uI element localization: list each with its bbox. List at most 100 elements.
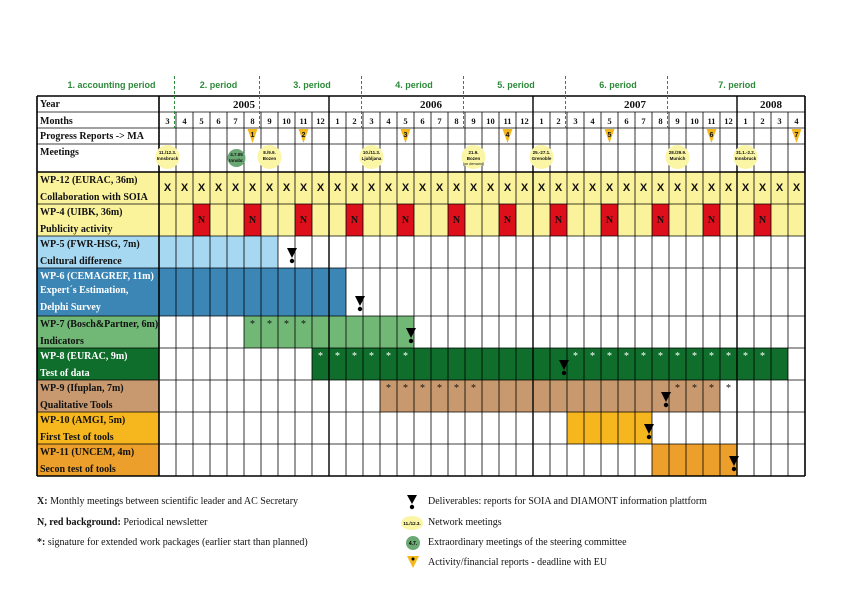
extended-star: * bbox=[726, 383, 731, 394]
month-cell: 2 bbox=[556, 116, 560, 126]
wp-id: WP-4 (UIBK, 36m) bbox=[40, 207, 123, 218]
svg-text:Bozen: Bozen bbox=[467, 156, 481, 161]
extended-star: * bbox=[301, 319, 306, 330]
wp-id: WP-9 (Ifuplan, 7m) bbox=[40, 383, 124, 394]
extended-star: * bbox=[369, 351, 374, 362]
legend-deliverables: Deliverables: reports for SOIA and DIAMO… bbox=[428, 496, 707, 507]
extended-star: * bbox=[335, 351, 340, 362]
newsletter-n: N bbox=[300, 215, 308, 226]
deliverable-marker bbox=[287, 248, 297, 264]
wp11-label-bg bbox=[37, 444, 159, 476]
monthly-x: X bbox=[436, 182, 444, 194]
wp-title: Publicity activity bbox=[40, 224, 113, 235]
monthly-x: X bbox=[606, 182, 614, 194]
monthly-x: X bbox=[351, 182, 359, 194]
wp-title: Qualitative Tools bbox=[40, 400, 113, 411]
extended-star: * bbox=[692, 351, 697, 362]
row-fills bbox=[37, 172, 805, 476]
wp8-label-bg bbox=[37, 348, 159, 380]
extended-star: * bbox=[607, 351, 612, 362]
newsletter-n: N bbox=[249, 215, 257, 226]
monthly-x: X bbox=[572, 182, 580, 194]
month-cell: 9 bbox=[267, 116, 271, 126]
month-cell: 11 bbox=[707, 116, 715, 126]
svg-text:Munich: Munich bbox=[670, 156, 686, 161]
extended-star: * bbox=[573, 351, 578, 362]
svg-text:25.-27.1.: 25.-27.1. bbox=[533, 150, 551, 155]
monthly-x: X bbox=[521, 182, 529, 194]
newsletter-cell bbox=[550, 204, 567, 236]
newsletter-n: N bbox=[351, 215, 359, 226]
month-cell: 2 bbox=[760, 116, 764, 126]
svg-text:7: 7 bbox=[795, 132, 799, 139]
network-meeting: 10./11.3.Ljubljana bbox=[359, 145, 384, 169]
month-cell: 4 bbox=[590, 116, 595, 126]
extended-star: * bbox=[284, 319, 289, 330]
svg-text:Innsbruck: Innsbruck bbox=[157, 156, 179, 161]
month-cell: 1 bbox=[335, 116, 339, 126]
monthly-x: X bbox=[759, 182, 767, 194]
extended-star: * bbox=[743, 351, 748, 362]
meetings-label: Meetings bbox=[40, 147, 79, 158]
month-cell: 4 bbox=[182, 116, 187, 126]
month-cell: 6 bbox=[216, 116, 220, 126]
monthly-x: X bbox=[215, 182, 223, 194]
extended-star: * bbox=[267, 319, 272, 330]
period-label: 3. period bbox=[293, 80, 331, 90]
wp-title: Collaboration with SOIA bbox=[40, 192, 149, 203]
svg-text:4.7.05: 4.7.05 bbox=[230, 152, 243, 157]
legend-n: N, red background: Periodical newsletter bbox=[37, 517, 208, 528]
wp9-label-bg bbox=[37, 380, 159, 412]
svg-text:4.7.: 4.7. bbox=[409, 541, 418, 547]
monthly-x: X bbox=[725, 182, 733, 194]
newsletter-n: N bbox=[657, 215, 665, 226]
newsletter-n: N bbox=[198, 215, 206, 226]
newsletter-n: N bbox=[606, 215, 614, 226]
wp-title: Cultural difference bbox=[40, 256, 122, 267]
deliverable-marker bbox=[729, 456, 739, 472]
month-cell: 10 bbox=[690, 116, 699, 126]
extra-meeting-icon: 4.7. bbox=[406, 536, 420, 550]
deliverable-marker bbox=[559, 360, 569, 376]
legend-star: *: signature for extended work packages … bbox=[37, 537, 308, 548]
newsletter-cell bbox=[499, 204, 516, 236]
newsletter-cell bbox=[703, 204, 720, 236]
monthly-x: X bbox=[402, 182, 410, 194]
extended-star: * bbox=[726, 351, 731, 362]
extended-star: * bbox=[250, 319, 255, 330]
monthly-x: X bbox=[742, 182, 750, 194]
newsletter-cell bbox=[754, 204, 771, 236]
months-label: Months bbox=[40, 116, 73, 127]
wp-id: WP-10 (AMGI, 5m) bbox=[40, 415, 125, 426]
deliverable-marker bbox=[644, 424, 654, 440]
period-label: 7. period bbox=[718, 80, 756, 90]
monthly-x: X bbox=[708, 182, 716, 194]
newsletter-cell bbox=[346, 204, 363, 236]
extended-star: * bbox=[420, 383, 425, 394]
monthly-x: X bbox=[470, 182, 478, 194]
monthly-x: X bbox=[181, 182, 189, 194]
month-cell: 12 bbox=[520, 116, 529, 126]
svg-text:Bozen: Bozen bbox=[263, 156, 277, 161]
month-cell: 10 bbox=[486, 116, 495, 126]
month-cell: 4 bbox=[386, 116, 391, 126]
extended-star: * bbox=[641, 351, 646, 362]
month-cell: 12 bbox=[724, 116, 733, 126]
year-2005: 2005 bbox=[233, 99, 256, 111]
monthly-x: X bbox=[453, 182, 461, 194]
period-label: 4. period bbox=[395, 80, 433, 90]
period-label: 2. period bbox=[200, 80, 238, 90]
extended-star: * bbox=[318, 351, 323, 362]
wp-title: Expert´s Estimation, bbox=[40, 285, 129, 296]
wp-title: Test of data bbox=[40, 368, 90, 379]
deliverable-marker bbox=[661, 392, 671, 408]
wp-id: WP-7 (Bosch&Partner, 6m) bbox=[40, 319, 158, 330]
svg-text:(on demand): (on demand) bbox=[463, 162, 485, 166]
month-cell: 11 bbox=[299, 116, 307, 126]
month-cell: 5 bbox=[403, 116, 407, 126]
monthly-x: X bbox=[300, 182, 308, 194]
network-meeting: 8./9.9.Bozen bbox=[257, 145, 282, 169]
chart-text: Year Months Progress Reports -> MA Meetings… bbox=[40, 99, 801, 475]
extended-star: * bbox=[709, 351, 714, 362]
deliverable-icon bbox=[407, 495, 417, 510]
